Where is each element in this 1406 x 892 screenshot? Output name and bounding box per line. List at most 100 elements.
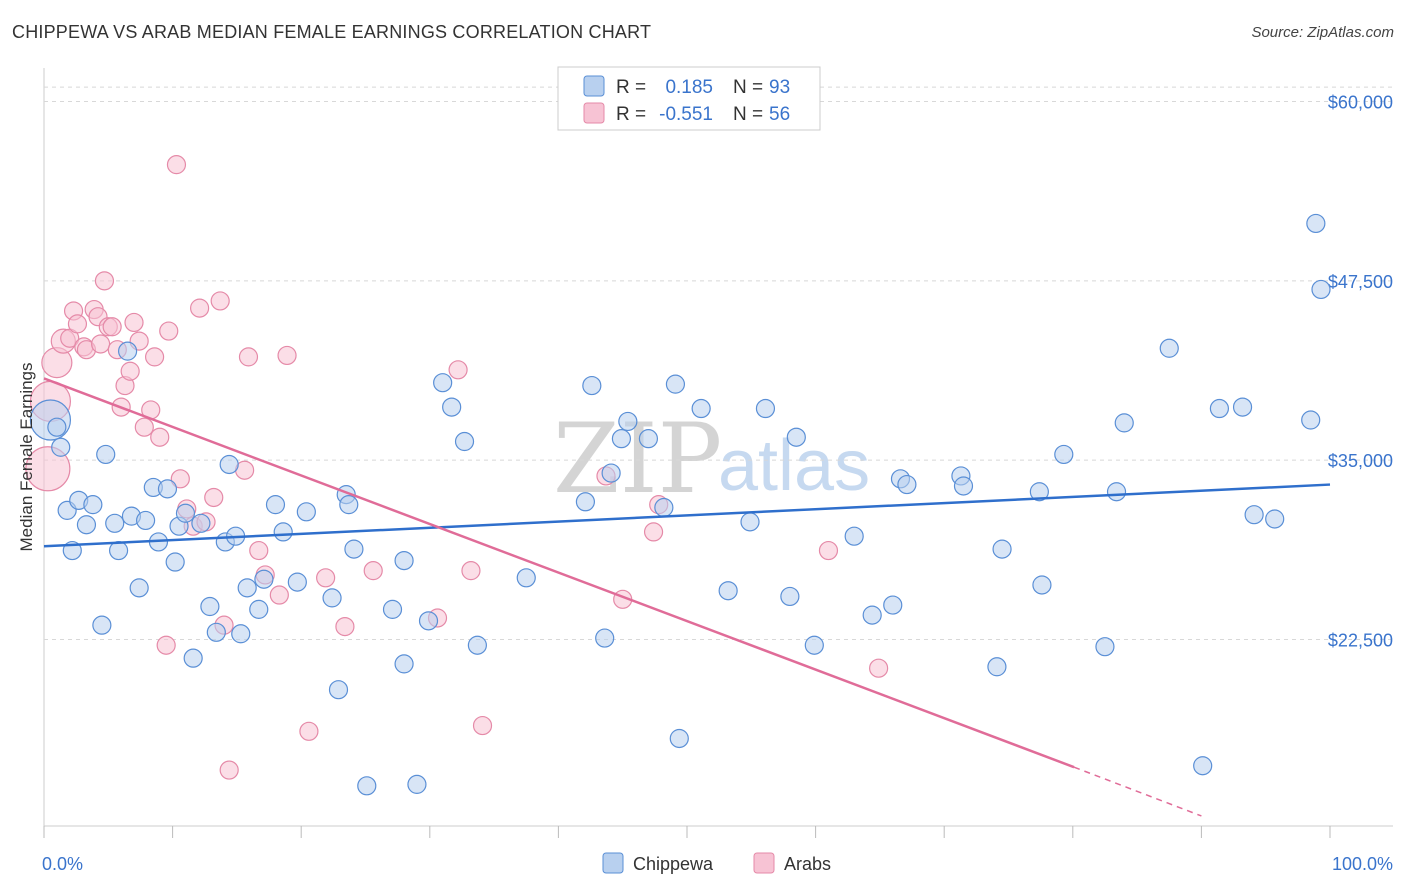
y-tick-label: $60,000 [1328,93,1393,113]
chippewa-point [595,628,615,648]
chippewa-point [1306,213,1326,234]
chippewa-point [175,503,196,523]
legend-n-value-arabs: 56 [769,104,790,125]
arabs-point [818,540,839,561]
chippewa-point [1114,413,1134,433]
arabs-point [316,568,336,588]
y-tick-label: $22,500 [1328,631,1393,651]
chippewa-point [618,411,638,432]
chippewa-point [357,776,377,796]
chippewa-point [862,605,882,625]
chippewa-point [1301,410,1321,430]
arabs-point [461,561,481,581]
chippewa-point [273,522,293,542]
chippewa-point [108,540,129,561]
chippewa-point [117,341,138,361]
chippewa-point [191,513,211,533]
chippewa-point [1265,509,1285,529]
chippewa-point [433,373,453,393]
arabs-point [869,658,889,678]
chippewa-point [718,581,738,601]
arabs-point [90,334,111,354]
y-tick-label: $47,500 [1328,272,1393,292]
chippewa-point [47,417,67,437]
chippewa-point [206,622,226,642]
chippewa-point [575,492,596,512]
chippewa-point [83,495,103,515]
arabs-point [25,446,71,492]
chippewa-point [1311,279,1331,300]
arabs-point [643,522,664,542]
chippewa-point [786,427,806,447]
chippewa-point [665,374,686,394]
chippewa-point [339,495,359,515]
chippewa-point [740,512,760,532]
chippewa-point [1244,505,1264,525]
arabs-point [210,291,230,311]
arabs-point [238,347,259,367]
chippewa-point [165,552,185,572]
arabs-point [277,345,297,366]
legend-swatch-chippewa [583,75,605,97]
chippewa-point [296,502,316,522]
chippewa-point [669,728,689,749]
chippewa-point [601,463,621,483]
chippewa-point [394,654,414,674]
bottom-legend-swatch-chippewa [602,852,624,874]
chippewa-trend-line [43,483,1331,548]
legend-r-label-arabs: R = [616,104,646,125]
chippewa-point [237,578,257,598]
chippewa-point [328,680,349,700]
chippewa-point [804,635,824,655]
chippewa-point [638,429,659,449]
chippewa-point [129,578,149,598]
chippewa-point [611,429,632,449]
chippewa-point [953,476,974,496]
chippewa-point [1159,338,1179,358]
chippewa-point [467,635,487,655]
chippewa-point [265,495,286,515]
chippewa-point [780,586,800,607]
chippewa-point [219,454,239,475]
chart-title: CHIPPEWA VS ARAB MEDIAN FEMALE EARNINGS … [12,22,652,42]
chippewa-point [322,588,342,608]
chippewa-point [1209,398,1230,419]
arabs-point [102,317,122,337]
chippewa-point [987,657,1007,677]
chippewa-point [183,648,203,668]
chippewa-point [442,397,462,417]
chippewa-point [454,431,475,452]
bottom-legend-arabs: Arabs [784,854,831,874]
arabs-point [269,585,289,605]
arabs-point [156,635,176,655]
chippewa-point [844,526,864,546]
legend-n-label-chippewa: N = [733,77,763,98]
chippewa-point [516,568,536,588]
y-tick-labels: $22,500 $35,000 $47,500 $60,000 [1328,93,1393,651]
chippewa-point [96,444,116,465]
chippewa-point [249,599,269,619]
chippewa-point [92,615,112,635]
chippewa-point [1232,397,1253,417]
arabs-trend-line [43,377,1075,769]
chippewa-point [200,596,220,617]
arabs-point [94,271,115,291]
chippewa-point [1193,756,1213,776]
arabs-point [170,469,190,489]
legend-n-label-arabs: N = [733,104,763,125]
chippewa-point [344,539,364,559]
arabs-point [150,427,170,447]
arabs-point [166,155,187,175]
bottom-legend: Chippewa Arabs [602,852,831,874]
bottom-legend-swatch-arabs [753,852,775,874]
legend: R = 0.185 N = 93 R = -0.551 N = 56 [557,66,821,131]
arabs-point [472,715,493,736]
arabs-point [190,298,210,318]
arabs-trend-line-extension [1073,766,1202,817]
chippewa-point [418,611,439,631]
trend-lines [43,377,1331,817]
chippewa-point [394,550,414,571]
chippewa-point [897,474,917,495]
chippewa-point [1054,444,1074,465]
